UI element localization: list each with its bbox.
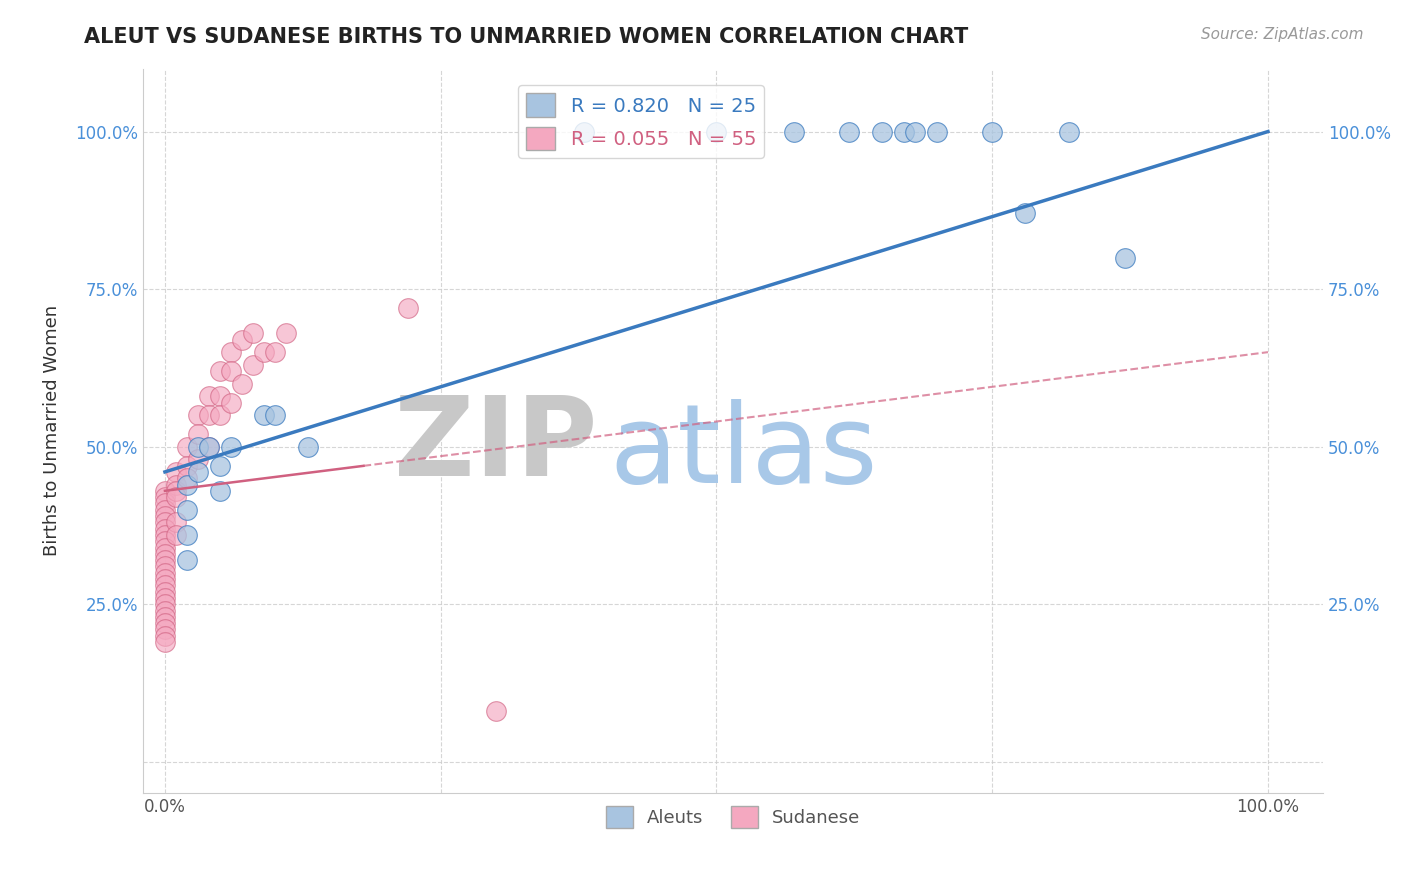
Point (187, 408, 209, 422)
Point (176, 502, 198, 516)
Point (153, 566, 176, 580)
Point (253, 408, 276, 422)
Point (176, 458, 198, 473)
Point (176, 528, 198, 542)
Point (153, 496, 176, 510)
Point (165, 477, 187, 491)
Point (231, 376, 253, 391)
Point (276, 326, 298, 341)
Point (219, 440, 242, 454)
Point (1114, 251, 1136, 265)
Point (165, 465, 187, 479)
Point (153, 623, 176, 637)
Point (209, 458, 232, 473)
Point (572, 124, 595, 138)
Point (893, 124, 915, 138)
Point (782, 124, 804, 138)
Point (264, 345, 287, 359)
Point (153, 603, 176, 617)
Point (209, 389, 232, 403)
Point (165, 516, 187, 530)
Point (198, 440, 221, 454)
Point (187, 465, 209, 479)
Point (187, 440, 209, 454)
Point (153, 635, 176, 649)
Point (219, 364, 242, 378)
Point (198, 440, 221, 454)
Point (153, 610, 176, 624)
Point (153, 490, 176, 504)
Point (153, 578, 176, 592)
Point (198, 408, 221, 422)
Point (396, 301, 419, 315)
Point (176, 477, 198, 491)
Point (219, 345, 242, 359)
Point (153, 559, 176, 574)
Point (209, 408, 232, 422)
Point (187, 452, 209, 467)
Point (165, 483, 187, 498)
Point (165, 528, 187, 542)
Point (153, 597, 176, 611)
Point (153, 541, 176, 555)
Point (165, 490, 187, 504)
Point (904, 124, 927, 138)
Point (297, 440, 319, 454)
Text: atlas: atlas (609, 400, 877, 506)
Point (153, 591, 176, 605)
Point (209, 364, 232, 378)
Point (242, 326, 264, 341)
Point (706, 124, 728, 138)
Point (153, 547, 176, 561)
Point (198, 389, 221, 403)
Point (219, 395, 242, 409)
Point (153, 502, 176, 516)
Point (242, 358, 264, 372)
Point (485, 705, 508, 719)
Point (176, 471, 198, 485)
Point (153, 528, 176, 542)
Point (153, 516, 176, 530)
Point (153, 616, 176, 631)
Point (231, 333, 253, 347)
Y-axis label: Births to Unmarried Women: Births to Unmarried Women (44, 305, 60, 557)
Point (176, 553, 198, 567)
Point (176, 440, 198, 454)
Point (153, 522, 176, 536)
Text: Source: ZipAtlas.com: Source: ZipAtlas.com (1201, 27, 1364, 42)
Point (981, 124, 1004, 138)
Point (253, 345, 276, 359)
Legend: Aleuts, Sudanese: Aleuts, Sudanese (599, 798, 868, 835)
Point (187, 427, 209, 442)
Point (870, 124, 893, 138)
Point (153, 534, 176, 549)
Point (209, 483, 232, 498)
Point (1059, 124, 1081, 138)
Point (264, 408, 287, 422)
Text: ALEUT VS SUDANESE BIRTHS TO UNMARRIED WOMEN CORRELATION CHART: ALEUT VS SUDANESE BIRTHS TO UNMARRIED WO… (84, 27, 969, 46)
Point (838, 124, 860, 138)
Point (153, 483, 176, 498)
Point (925, 124, 948, 138)
Text: ZIP: ZIP (394, 392, 598, 499)
Point (153, 509, 176, 524)
Point (153, 553, 176, 567)
Point (1014, 206, 1036, 220)
Point (153, 584, 176, 599)
Point (153, 629, 176, 643)
Point (153, 572, 176, 586)
